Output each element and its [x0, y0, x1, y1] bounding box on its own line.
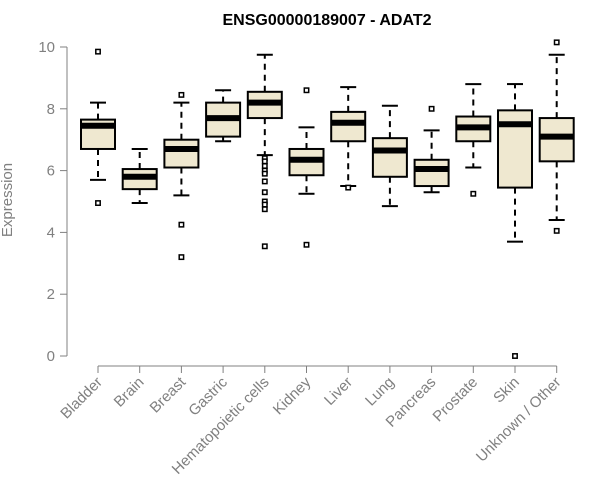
outlier-point — [261, 170, 268, 177]
y-tick-label: 0 — [47, 348, 55, 365]
y-tick-label: 8 — [47, 101, 55, 118]
box-group — [163, 91, 200, 261]
x-tick-label: Skin — [490, 374, 523, 407]
box-group — [288, 87, 325, 248]
outlier-point — [261, 178, 268, 185]
outlier-point — [261, 158, 268, 165]
y-tick-label: 4 — [47, 224, 55, 241]
box-iqr — [330, 110, 367, 143]
box-group — [497, 83, 533, 359]
outlier-point — [553, 39, 560, 46]
box-group — [205, 89, 242, 143]
box-group — [80, 48, 116, 206]
x-tick-label: Lung — [362, 374, 398, 410]
x-tick-label: Brain — [111, 374, 148, 411]
outlier-point — [470, 190, 477, 197]
box-iqr — [371, 137, 408, 178]
x-tick-label: Prostate — [430, 374, 482, 426]
outlier-point — [261, 206, 268, 213]
boxes-layer — [80, 39, 575, 359]
y-tick-label: 10 — [38, 39, 55, 56]
outlier-point — [261, 201, 268, 208]
outlier-point — [261, 243, 268, 250]
x-tick-label: Liver — [321, 374, 356, 409]
outlier-point — [303, 241, 310, 248]
outlier-point — [261, 189, 268, 196]
box-group — [330, 86, 367, 191]
box-group — [455, 83, 492, 197]
y-axis: 0 2 4 6 8 10 — [38, 39, 68, 365]
y-tick-label: 6 — [47, 163, 55, 180]
box-group — [121, 147, 158, 205]
outlier-point — [303, 87, 310, 94]
box-group — [413, 105, 450, 194]
box-group — [371, 104, 408, 208]
outlier-point — [178, 91, 185, 98]
box-group — [538, 39, 575, 234]
box-group — [246, 53, 283, 250]
outlier-point — [428, 105, 435, 112]
box-iqr — [413, 158, 450, 188]
outlier-point — [95, 48, 101, 55]
outlier-point — [553, 227, 560, 234]
outlier-point — [261, 163, 268, 169]
y-axis-label: Expression — [0, 163, 16, 237]
x-tick-label: Kidney — [270, 373, 315, 418]
box-iqr — [163, 138, 200, 169]
chart-title: ENSG00000189007 - ADAT2 — [223, 12, 432, 29]
outlier-point — [95, 200, 101, 206]
outlier-point — [512, 353, 518, 359]
box-iqr — [538, 117, 575, 163]
outlier-point — [178, 254, 185, 261]
y-tick-label: 2 — [47, 286, 55, 303]
x-tick-label: Bladder — [57, 374, 106, 423]
x-tick-label: Breast — [147, 373, 190, 416]
outlier-point — [345, 184, 352, 191]
outlier-point — [178, 221, 185, 228]
